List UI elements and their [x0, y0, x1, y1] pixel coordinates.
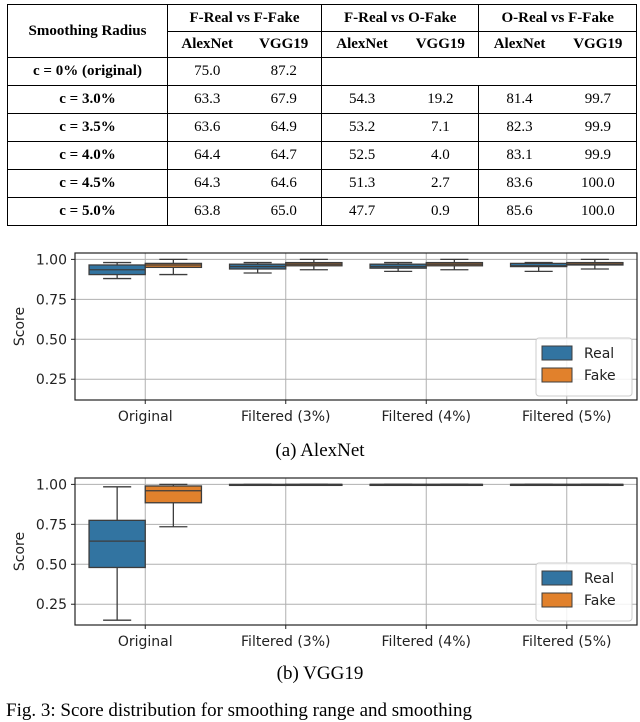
legend-label: Real: [584, 571, 614, 587]
xtick-label: Filtered (4%): [382, 634, 471, 650]
box-fake: [144, 485, 203, 504]
legend-label: Fake: [584, 368, 616, 384]
cell: 64.4: [167, 141, 247, 170]
cell: 83.6: [478, 169, 560, 198]
cell: 0.9: [402, 197, 480, 226]
row-label: c = 5.0%: [7, 197, 168, 226]
cell: 19.2: [402, 85, 480, 114]
table-row: c = 5.0% 63.8 65.0 47.7 0.9 85.6 100.0: [7, 197, 637, 226]
alexnet-boxplot: 0.25 0.50 0.75 1.00 Original Filtered (3%) Fil…: [0, 245, 640, 430]
legend-label: Real: [584, 346, 614, 362]
ytick-label: 1.00: [36, 252, 67, 268]
cell: 64.7: [246, 141, 323, 170]
cell: 81.4: [478, 85, 560, 114]
legend-swatch-real: [541, 345, 573, 361]
results-table: Smoothing Radius F-Real vs F-Fake F-Real…: [7, 4, 637, 226]
cell: 65.0: [246, 197, 323, 226]
subheader: VGG19: [402, 31, 480, 58]
cell: 52.5: [321, 141, 403, 170]
cell: 63.8: [167, 197, 247, 226]
box-real: [88, 519, 146, 569]
row-label: c = 3.0%: [7, 85, 168, 114]
cell: 7.1: [402, 113, 480, 142]
cell: 53.2: [321, 113, 403, 142]
cell: 82.3: [478, 113, 560, 142]
cell-empty: [321, 57, 637, 86]
caption-b: (b) VGG19: [276, 663, 364, 684]
cell: 64.9: [246, 113, 323, 142]
subheader: AlexNet: [321, 31, 403, 58]
table-row: c = 3.0% 63.3 67.9 54.3 19.2 81.4 99.7: [7, 85, 637, 114]
ytick-label: 0.50: [36, 557, 67, 573]
cell: 67.9: [246, 85, 323, 114]
ytick-label: 0.75: [36, 517, 67, 533]
subheader: AlexNet: [167, 31, 247, 58]
xtick-label: Filtered (4%): [382, 409, 471, 425]
corner-header: Smoothing Radius: [7, 4, 168, 58]
cell: 64.3: [167, 169, 247, 198]
legend-swatch-real: [541, 570, 573, 586]
cell: 87.2: [246, 57, 323, 86]
group-header: F-Real vs O-Fake: [320, 4, 480, 32]
table-row: c = 4.0% 64.4 64.7 52.5 4.0 83.1 99.9: [7, 141, 637, 170]
xtick-label: Filtered (5%): [522, 409, 611, 425]
cell: 100.0: [559, 169, 637, 198]
table-row: c = 3.5% 63.6 64.9 53.2 7.1 82.3 99.9: [7, 113, 637, 142]
xtick-label: Filtered (5%): [522, 634, 611, 650]
cell: 85.6: [478, 197, 560, 226]
subheader: AlexNet: [478, 31, 560, 58]
ytick-label: 0.50: [36, 332, 67, 348]
cell: 47.7: [321, 197, 403, 226]
plot-frame: [74, 252, 638, 401]
legend-label: Fake: [584, 593, 616, 609]
boxplot-svg: 0.25 0.50 0.75 1.00 Original Filtered (3%) Fil…: [12, 477, 638, 650]
cell: 2.7: [402, 169, 480, 198]
legend-swatch-fake: [541, 367, 573, 383]
ytick-label: 1.00: [36, 477, 67, 493]
y-axis-label: Score: [12, 307, 28, 346]
cell: 4.0: [402, 141, 480, 170]
cell: 54.3: [321, 85, 403, 114]
cell: 83.1: [478, 141, 560, 170]
plot-frame: [74, 477, 638, 626]
row-label: c = 4.0%: [7, 141, 168, 170]
row-label: c = 0% (original): [7, 57, 168, 86]
row-label: c = 3.5%: [7, 113, 168, 142]
ytick-label: 0.25: [36, 372, 67, 388]
cell: 64.6: [246, 169, 323, 198]
ytick-label: 0.75: [36, 292, 67, 308]
cell: 63.6: [167, 113, 247, 142]
table-row: c = 0% (original) 75.0 87.2: [7, 57, 637, 86]
group-header: O-Real vs F-Fake: [478, 4, 637, 32]
cell: 99.7: [559, 85, 637, 114]
legend-swatch-fake: [541, 592, 573, 608]
cell: 63.3: [167, 85, 247, 114]
xtick-label: Filtered (3%): [241, 409, 330, 425]
row-label: c = 4.5%: [7, 169, 168, 198]
vgg19-boxplot: 0.25 0.50 0.75 1.00 Original Filtered (3%) Fil…: [0, 470, 640, 655]
cell: 51.3: [321, 169, 403, 198]
xtick-label: Filtered (3%): [241, 634, 330, 650]
y-axis-label: Score: [12, 532, 28, 571]
group-header: F-Real vs F-Fake: [167, 4, 322, 32]
cell: 99.9: [559, 141, 637, 170]
table-row: c = 4.5% 64.3 64.6 51.3 2.7 83.6 100.0: [7, 169, 637, 198]
caption-a: (a) AlexNet: [275, 440, 365, 461]
xtick-label: Original: [118, 634, 173, 650]
xtick-label: Original: [118, 409, 173, 425]
subheader: VGG19: [246, 31, 323, 58]
cell: 99.9: [559, 113, 637, 142]
ytick-label: 0.25: [36, 597, 67, 613]
figure-caption: Fig. 3: Score distribution for smoothing…: [6, 700, 472, 721]
subheader: VGG19: [559, 31, 637, 58]
boxplot-svg: 0.25 0.50 0.75 1.00 Original Filtered (3%) Fil…: [12, 252, 638, 425]
cell: 100.0: [559, 197, 637, 226]
cell: 75.0: [167, 57, 247, 86]
